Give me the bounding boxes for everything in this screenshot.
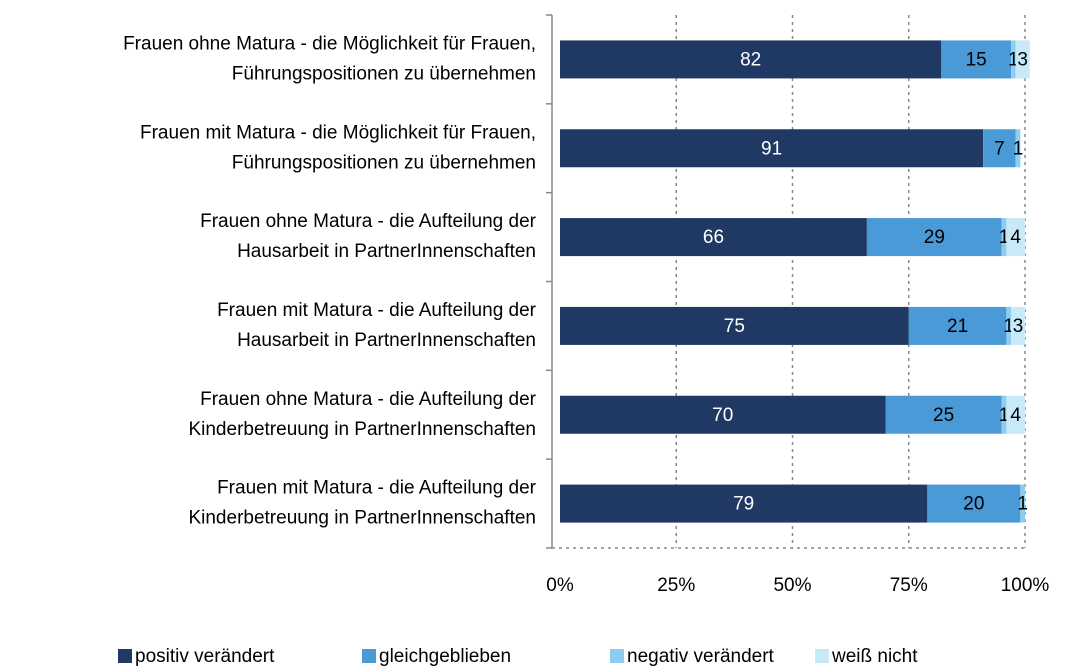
bar-segment [560, 40, 942, 79]
value-label: 4 [1010, 405, 1021, 426]
legend-swatch [362, 649, 376, 663]
x-tick-label: 100% [1001, 575, 1050, 596]
value-label: 20 [963, 494, 984, 515]
bar-segment [1006, 218, 1025, 257]
value-label: 70 [712, 405, 733, 426]
bar-segment [1011, 306, 1025, 345]
value-label: 1 [1017, 494, 1028, 515]
value-label: 3 [1013, 316, 1024, 337]
bar-segment [560, 306, 909, 345]
bar-segment [560, 129, 984, 168]
y-tick-label: Hausarbeit in PartnerInnenschaften [237, 330, 536, 351]
value-label: 3 [1017, 49, 1028, 70]
bar-segment [885, 395, 1002, 434]
legend-swatch [118, 649, 132, 663]
bar-segment [927, 484, 1021, 523]
bar-segment [1001, 395, 1007, 434]
value-label: 1 [999, 405, 1010, 426]
value-label: 1 [999, 227, 1010, 248]
value-label: 7 [994, 138, 1005, 159]
x-tick-label: 50% [773, 575, 811, 596]
value-label: 1 [1013, 138, 1024, 159]
bar-segment [941, 40, 1012, 79]
bar-segment [1006, 395, 1025, 434]
bar-segment [560, 395, 886, 434]
legend-label: weiß nicht [831, 646, 918, 667]
y-tick-label: Führungspositionen zu übernehmen [232, 63, 536, 84]
value-label: 29 [924, 227, 945, 248]
bar-segment [983, 129, 1016, 168]
legend-label: gleichgeblieben [379, 646, 511, 667]
y-tick-label: Frauen mit Matura - die Aufteilung der [217, 478, 537, 499]
bar-segment [908, 306, 1007, 345]
value-label: 82 [740, 49, 761, 70]
bar-segment [560, 484, 928, 523]
value-label: 25 [933, 405, 954, 426]
y-tick-label: Hausarbeit in PartnerInnenschaften [237, 241, 536, 262]
bar-segment [1011, 40, 1016, 79]
legend-label: positiv verändert [135, 646, 275, 667]
y-tick-label: Führungspositionen zu übernehmen [232, 152, 536, 173]
value-label: 1 [1003, 316, 1014, 337]
bar-segment [1006, 306, 1012, 345]
legend-swatch [610, 649, 624, 663]
x-tick-label: 25% [657, 575, 695, 596]
y-tick-label: Frauen mit Matura - die Aufteilung der [217, 300, 537, 321]
value-label: 75 [724, 316, 745, 337]
y-tick-label: Kinderbetreuung in PartnerInnenschaften [188, 419, 536, 440]
value-label: 21 [947, 316, 968, 337]
value-label: 79 [733, 494, 754, 515]
legend-label: negativ verändert [627, 646, 775, 667]
bar-segment [1020, 484, 1025, 523]
bar-segment [560, 218, 867, 257]
value-label: 1 [1008, 49, 1019, 70]
value-label: 4 [1010, 227, 1021, 248]
value-label: 91 [761, 138, 782, 159]
y-tick-label: Frauen ohne Matura - die Möglichkeit für… [123, 33, 536, 54]
y-tick-label: Kinderbetreuung in PartnerInnenschaften [188, 508, 536, 529]
x-tick-label: 0% [546, 575, 574, 596]
legend-swatch [815, 649, 829, 663]
bar-segment [1015, 129, 1021, 168]
bar-segment [1001, 218, 1007, 257]
y-tick-label: Frauen ohne Matura - die Aufteilung der [200, 389, 537, 410]
y-tick-label: Frauen ohne Matura - die Aufteilung der [200, 211, 537, 232]
x-tick-label: 75% [890, 575, 928, 596]
y-tick-label: Frauen mit Matura - die Möglichkeit für … [140, 122, 536, 143]
value-label: 15 [966, 49, 987, 70]
value-label: 66 [703, 227, 724, 248]
bar-segment [1015, 40, 1030, 79]
bar-segment [866, 218, 1002, 257]
